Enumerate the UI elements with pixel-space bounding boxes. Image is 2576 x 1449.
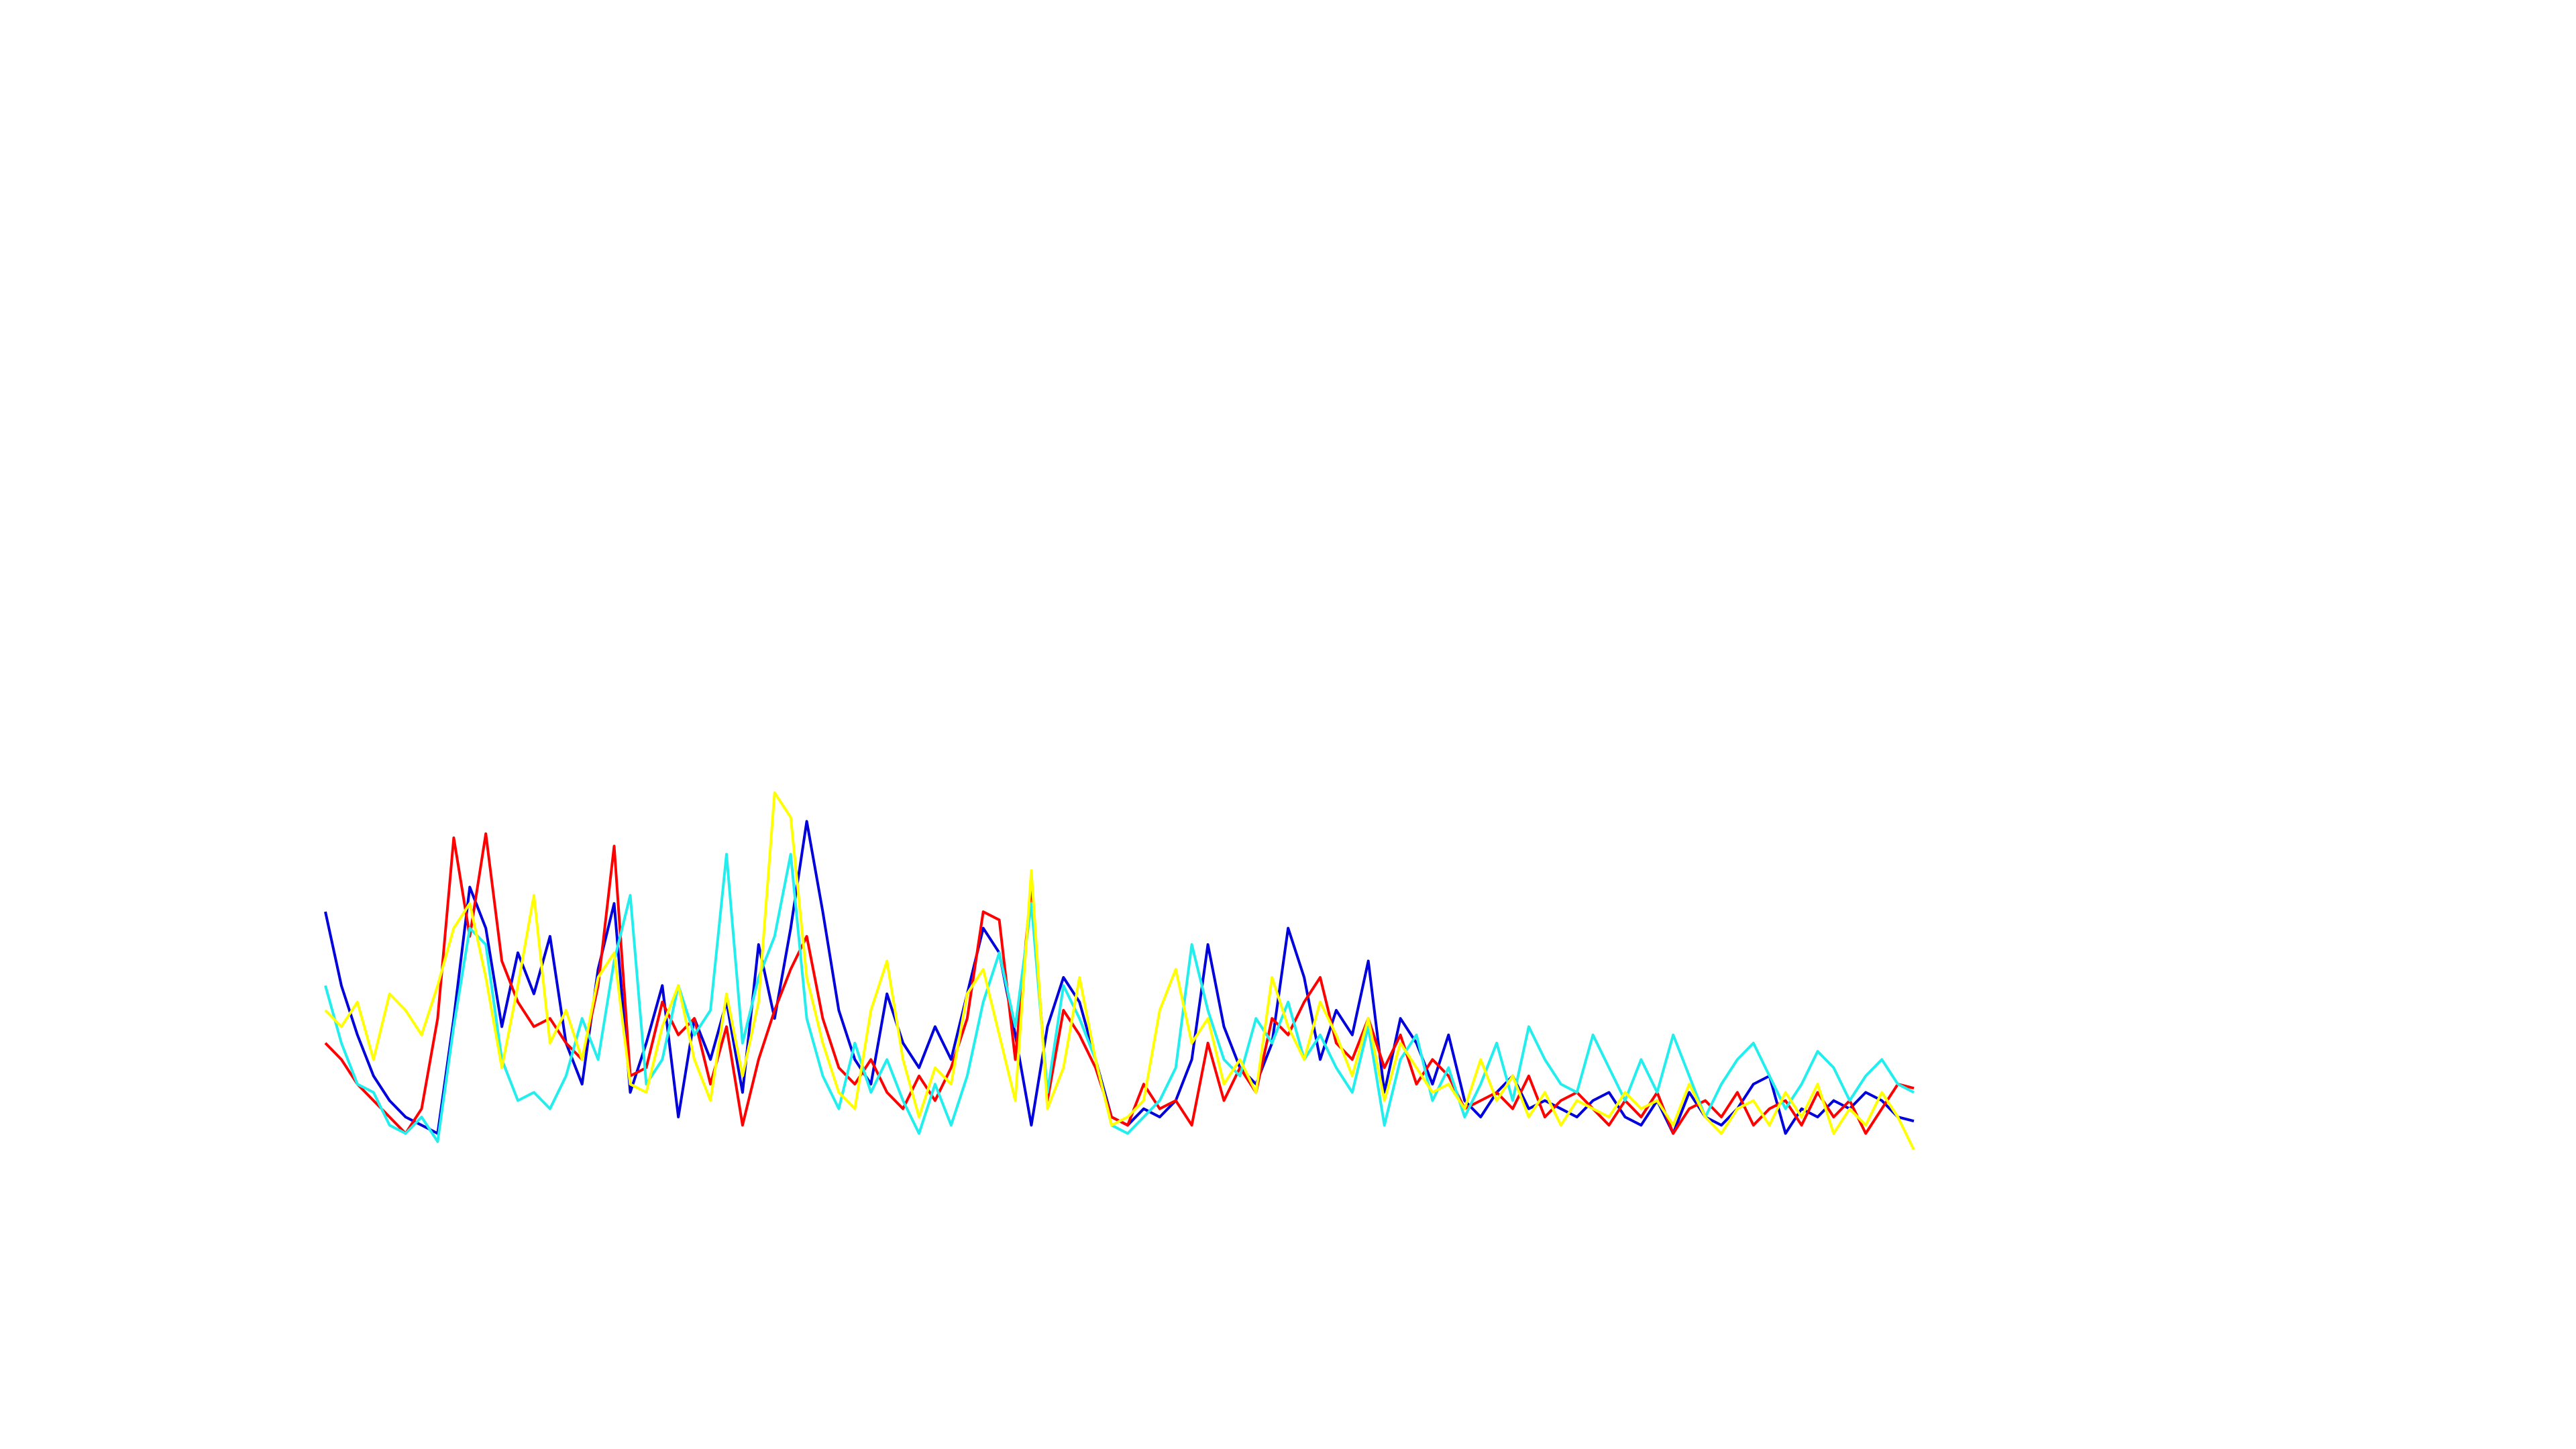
line-series [324,791,1915,1150]
line-series [324,832,1915,1135]
line-series [324,820,1915,1135]
line-series [324,853,1915,1143]
